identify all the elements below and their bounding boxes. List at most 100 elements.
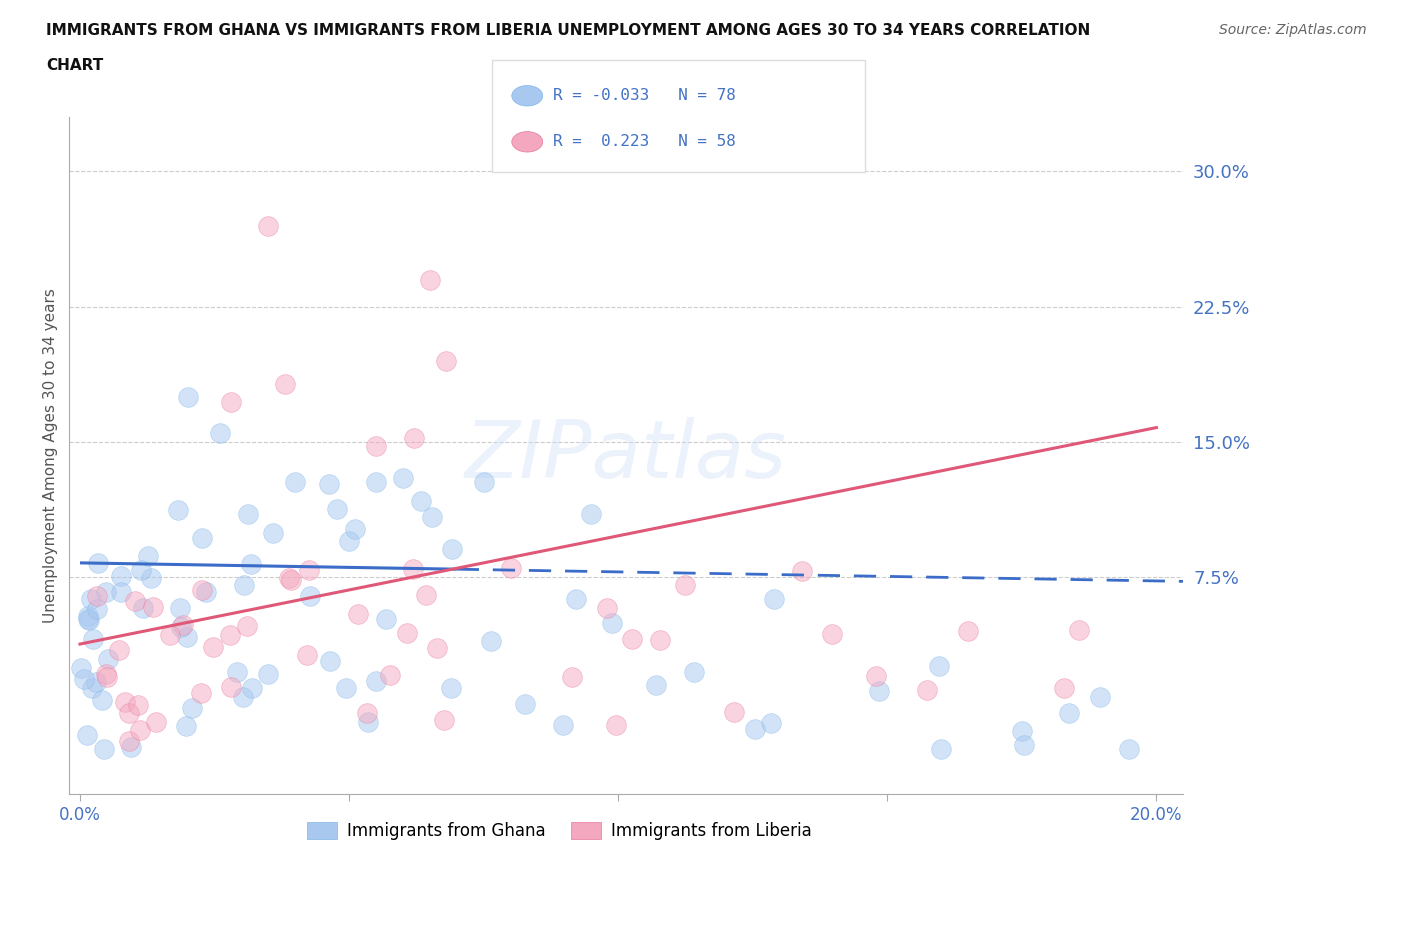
Point	[219, 395, 242, 410]
Point	[194, 584, 217, 599]
Point	[176, 630, 198, 644]
Point	[273, 377, 295, 392]
Point	[366, 673, 388, 688]
Point	[422, 510, 444, 525]
Point	[1118, 741, 1140, 756]
Point	[356, 705, 378, 720]
Point	[280, 573, 302, 588]
Point	[93, 742, 115, 757]
Point	[723, 704, 745, 719]
Point	[318, 477, 340, 492]
Point	[233, 578, 256, 593]
Point	[129, 723, 152, 737]
Point	[169, 601, 191, 616]
Point	[124, 594, 146, 609]
Point	[136, 549, 159, 564]
Point	[298, 589, 321, 604]
Point	[295, 647, 318, 662]
Point	[374, 612, 396, 627]
Point	[364, 438, 387, 453]
Point	[865, 669, 887, 684]
Point	[1249, 694, 1271, 709]
Point	[240, 681, 263, 696]
Point	[145, 715, 167, 730]
Point	[762, 592, 785, 607]
Text: R = -0.033   N = 78: R = -0.033 N = 78	[553, 88, 735, 103]
Point	[415, 587, 437, 602]
Point	[97, 652, 120, 667]
Point	[915, 683, 938, 698]
Point	[380, 667, 402, 682]
Point	[440, 681, 463, 696]
Point	[337, 534, 360, 549]
Point	[392, 471, 415, 485]
Point	[596, 601, 619, 616]
Point	[170, 619, 193, 634]
Point	[1014, 737, 1036, 752]
Point	[298, 563, 321, 578]
Point	[142, 600, 165, 615]
Point	[202, 640, 225, 655]
Point	[1057, 706, 1080, 721]
Y-axis label: Unemployment Among Ages 30 to 34 years: Unemployment Among Ages 30 to 34 years	[44, 288, 58, 623]
Point	[620, 632, 643, 647]
Point	[432, 713, 454, 728]
Point	[821, 626, 844, 641]
Point	[208, 426, 231, 441]
Point	[409, 494, 432, 509]
Point	[110, 568, 132, 583]
Point	[318, 654, 340, 669]
Point	[426, 641, 449, 656]
Point	[86, 589, 108, 604]
Text: IMMIGRANTS FROM GHANA VS IMMIGRANTS FROM LIBERIA UNEMPLOYMENT AMONG AGES 30 TO 3: IMMIGRANTS FROM GHANA VS IMMIGRANTS FROM…	[46, 23, 1091, 38]
Point	[141, 570, 163, 585]
Point	[402, 431, 425, 445]
Point	[70, 660, 93, 675]
Point	[87, 555, 110, 570]
Point	[479, 634, 502, 649]
Point	[581, 507, 603, 522]
Point	[90, 693, 112, 708]
Point	[257, 219, 280, 233]
Legend: Immigrants from Ghana, Immigrants from Liberia: Immigrants from Ghana, Immigrants from L…	[301, 815, 818, 846]
Point	[744, 722, 766, 737]
Point	[759, 716, 782, 731]
Point	[396, 625, 419, 640]
Point	[357, 714, 380, 729]
Point	[172, 618, 194, 632]
Text: CHART: CHART	[46, 58, 104, 73]
Point	[673, 578, 696, 593]
Point	[441, 541, 464, 556]
Point	[96, 584, 118, 599]
Point	[80, 591, 103, 606]
Point	[76, 728, 98, 743]
Point	[564, 592, 586, 607]
Point	[262, 525, 284, 540]
Point	[120, 739, 142, 754]
Point	[648, 632, 671, 647]
Point	[219, 680, 242, 695]
Point	[553, 717, 575, 732]
Point	[683, 665, 706, 680]
Point	[790, 564, 813, 578]
Point	[1250, 615, 1272, 630]
Point	[96, 670, 118, 684]
Point	[929, 741, 952, 756]
Point	[1011, 724, 1033, 738]
Point	[605, 717, 627, 732]
Point	[166, 503, 188, 518]
Point	[190, 685, 212, 700]
Point	[284, 474, 307, 489]
Point	[472, 474, 495, 489]
Point	[956, 624, 979, 639]
Point	[402, 562, 425, 577]
Point	[240, 557, 263, 572]
Point	[84, 674, 107, 689]
Point	[645, 677, 668, 692]
Point	[159, 628, 181, 643]
Point	[127, 698, 149, 712]
Point	[218, 628, 240, 643]
Point	[364, 474, 387, 489]
Point	[256, 667, 278, 682]
Point	[191, 583, 214, 598]
